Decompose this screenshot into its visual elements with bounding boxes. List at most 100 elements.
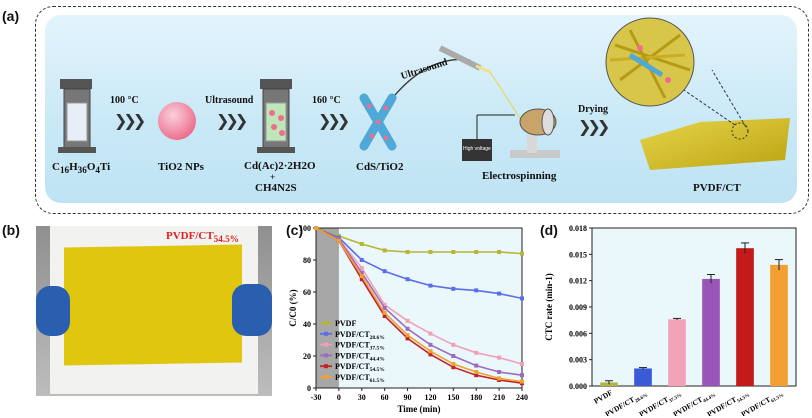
arrow-4-icon: ❯❯❯ bbox=[578, 117, 610, 136]
x-tick-label: 240 bbox=[516, 393, 528, 402]
data-point bbox=[359, 270, 364, 275]
y-tick-label: 100 bbox=[299, 224, 311, 233]
rate-bar-chart: 0.000 0.003 0.006 0.009 0.012 0.015 0.018 CTC r… bbox=[544, 224, 797, 416]
left-glove bbox=[36, 286, 70, 336]
data-point bbox=[474, 363, 479, 368]
plot-frame bbox=[315, 227, 523, 389]
y-tick-label: 0.015 bbox=[569, 250, 587, 259]
category-label: PVDF/CT61.5% bbox=[739, 388, 785, 416]
precursor-line-1: Cd(Ac)2·2H2O bbox=[244, 160, 316, 172]
data-point bbox=[382, 314, 387, 318]
data-point bbox=[359, 258, 364, 262]
y-tick-label: 0.000 bbox=[569, 382, 587, 391]
series-line bbox=[315, 227, 523, 255]
bar bbox=[702, 278, 720, 386]
data-point bbox=[520, 296, 524, 301]
data-point bbox=[405, 333, 410, 338]
data-point bbox=[428, 349, 433, 354]
nanofiber-zoom-icon bbox=[605, 17, 695, 107]
data-point bbox=[382, 248, 387, 253]
voltage-box-icon bbox=[462, 139, 492, 161]
cds-tio2-label: CdS/TiO2 bbox=[356, 161, 404, 173]
data-point bbox=[428, 283, 433, 288]
autoclave-icon bbox=[257, 79, 295, 153]
sample-photo: PVDF/CT54.5% bbox=[36, 226, 272, 396]
x-axis-label: Time (min) bbox=[397, 404, 440, 414]
data-point bbox=[314, 226, 318, 230]
right-glove bbox=[232, 284, 272, 336]
data-point bbox=[428, 342, 433, 347]
temperature-label-2: 160 °C bbox=[312, 95, 341, 106]
degradation-chart: -30 0 30 60 90 120 150 180 210 240020406080100Tim… bbox=[288, 224, 528, 414]
y-tick-label: 0.003 bbox=[569, 356, 587, 365]
cds-tio2-crystal-icon bbox=[359, 93, 397, 151]
x-tick-label: 60 bbox=[381, 393, 389, 402]
precursor-label: C16H36O4Ti bbox=[52, 161, 111, 176]
bar bbox=[668, 319, 686, 386]
legend-marker bbox=[324, 364, 328, 369]
data-point bbox=[451, 362, 456, 366]
yellow-film bbox=[64, 244, 242, 366]
y-tick-label: 0.009 bbox=[569, 303, 587, 312]
tio2-label: TiO2 NPs bbox=[158, 161, 204, 173]
y-tick-label: 80 bbox=[303, 256, 311, 265]
data-point bbox=[520, 362, 524, 366]
data-point bbox=[405, 277, 410, 282]
legend-label: PVDF/CT28.6% bbox=[335, 330, 385, 341]
data-point bbox=[336, 238, 341, 243]
series-line bbox=[315, 227, 523, 365]
data-point bbox=[405, 318, 410, 323]
syringe-icon bbox=[438, 45, 521, 119]
x-tick-label: 0 bbox=[337, 393, 341, 402]
arrow-1-icon: ❯❯❯ bbox=[114, 111, 146, 130]
data-point bbox=[451, 250, 456, 254]
bar bbox=[736, 248, 754, 386]
panel-label-b: (b) bbox=[2, 222, 20, 238]
arrow-2-icon: ❯❯❯ bbox=[216, 111, 248, 130]
bar bbox=[634, 368, 652, 386]
data-point bbox=[405, 250, 410, 254]
legend-marker bbox=[324, 342, 328, 347]
series-line bbox=[315, 227, 523, 383]
legend-marker bbox=[324, 353, 328, 358]
temperature-label-1: 100 °C bbox=[110, 95, 139, 106]
series-line bbox=[315, 227, 523, 376]
x-tick-label: 180 bbox=[470, 393, 482, 402]
data-point bbox=[359, 277, 364, 282]
panel-label-a: (a) bbox=[2, 8, 20, 24]
pvdf-film-icon bbox=[639, 59, 790, 170]
panel-label-c: (c) bbox=[286, 222, 304, 238]
data-point bbox=[520, 379, 524, 384]
plus-sign: + bbox=[270, 172, 276, 182]
y-tick-label: 20 bbox=[303, 352, 311, 361]
data-point bbox=[520, 373, 524, 378]
x-tick-label: 30 bbox=[358, 393, 366, 402]
data-point bbox=[451, 286, 456, 291]
data-point bbox=[474, 288, 479, 293]
data-point bbox=[359, 242, 364, 246]
dark-region bbox=[316, 228, 339, 388]
data-point bbox=[451, 365, 456, 370]
y-axis-label: CTC rate (min-1) bbox=[544, 273, 554, 340]
data-point bbox=[497, 370, 502, 374]
tio2-sphere-icon bbox=[158, 102, 196, 140]
data-point bbox=[474, 370, 479, 374]
y-tick-label: 0.012 bbox=[569, 277, 587, 286]
y-tick-label: 0.006 bbox=[569, 329, 587, 338]
series-line bbox=[315, 227, 523, 384]
data-point bbox=[497, 355, 502, 360]
legend-label: PVDF/CT37.5% bbox=[335, 341, 385, 352]
data-point bbox=[428, 331, 433, 336]
x-tick-label: 90 bbox=[404, 393, 412, 402]
data-point bbox=[474, 373, 479, 378]
series-line bbox=[315, 227, 523, 300]
legend-label: PVDF/CT54.5% bbox=[335, 362, 385, 373]
data-point bbox=[382, 310, 387, 315]
legend-marker bbox=[324, 331, 328, 336]
y-tick-label: 60 bbox=[303, 288, 311, 297]
data-point bbox=[497, 376, 502, 381]
x-tick-label: -30 bbox=[311, 393, 322, 402]
plot-area bbox=[591, 227, 797, 387]
legend-marker bbox=[324, 321, 328, 325]
